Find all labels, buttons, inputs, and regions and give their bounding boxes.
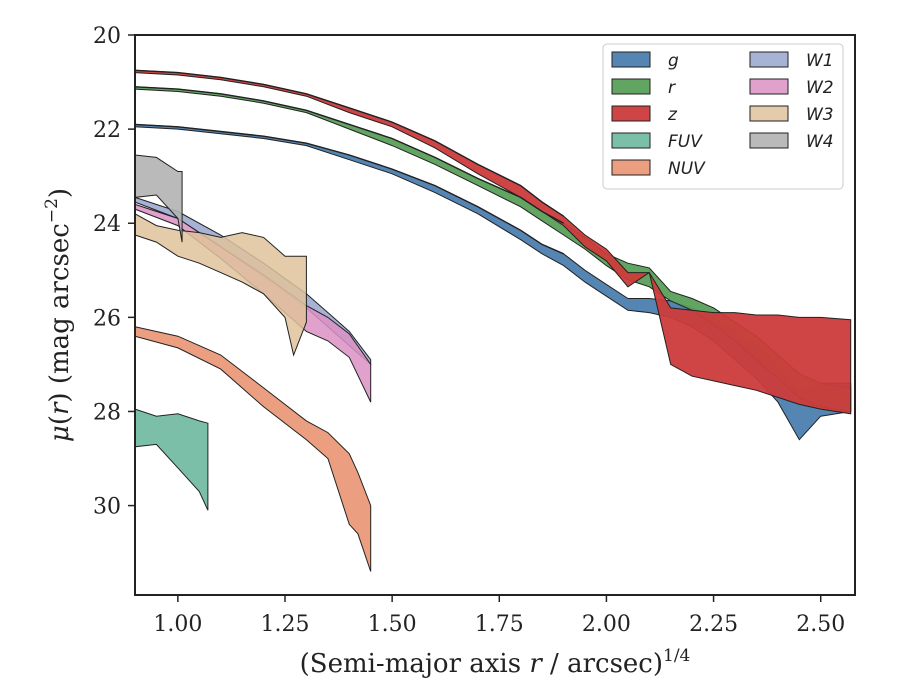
legend-swatch-w2 bbox=[749, 78, 789, 95]
x-tick-label: 1.75 bbox=[475, 612, 524, 637]
model-curve-r bbox=[134, 86, 564, 224]
y-axis-label: μ(r) (mag arcsec−2) bbox=[42, 188, 75, 442]
legend-label-nuv: NUV bbox=[668, 159, 706, 179]
x-tick-label: 1.00 bbox=[153, 612, 202, 637]
band-nuv bbox=[134, 326, 372, 572]
y-tick-label: 30 bbox=[93, 495, 121, 520]
y-tick-label: 22 bbox=[93, 118, 121, 143]
legend-swatch-g bbox=[611, 51, 651, 68]
model-curves-layer bbox=[134, 69, 564, 255]
legend-label-w4: W4 bbox=[806, 132, 834, 152]
band-w4 bbox=[134, 154, 183, 243]
legend-swatch-w1 bbox=[749, 51, 789, 68]
legend-swatch-r bbox=[611, 78, 651, 95]
x-axis-label: (Semi-major axis r / arcsec)1/4 bbox=[300, 646, 691, 679]
plot-frame bbox=[134, 34, 856, 596]
y-tick-label: 24 bbox=[93, 212, 121, 237]
y-tick-label: 28 bbox=[93, 400, 121, 425]
x-tick-label: 2.00 bbox=[582, 612, 631, 637]
legend-label-w2: W2 bbox=[806, 78, 834, 98]
x-tick-label: 1.50 bbox=[368, 612, 417, 637]
legend-label-w3: W3 bbox=[806, 105, 834, 125]
legend-swatch-nuv bbox=[611, 159, 651, 176]
axis-ticks: 1.00 1.25 1.50 1.75 2.00 2.25 2.50 20 22 24 26 28 30 bbox=[93, 24, 845, 637]
x-tick-label: 2.50 bbox=[796, 612, 845, 637]
legend-label-z: z bbox=[667, 105, 678, 125]
legend-label-g: g bbox=[668, 51, 679, 71]
legend-swatch-z bbox=[611, 105, 651, 122]
legend-label-w1: W1 bbox=[806, 51, 834, 71]
y-tick-label: 26 bbox=[93, 306, 121, 331]
legend-swatch-w3 bbox=[749, 105, 789, 122]
model-curve-z bbox=[134, 69, 564, 217]
band-fuv bbox=[134, 408, 209, 511]
legend-swatch-w4 bbox=[749, 132, 789, 149]
model-curve-g bbox=[134, 123, 564, 255]
bands-layer bbox=[134, 69, 852, 572]
legend: grz FUV NUV W1 W2 W3 W4 bbox=[602, 43, 844, 190]
legend-label-fuv: FUV bbox=[668, 132, 703, 152]
legend-label-r: r bbox=[668, 78, 676, 98]
x-tick-label: 1.25 bbox=[261, 612, 310, 637]
y-tick-label: 20 bbox=[93, 24, 121, 49]
x-tick-label: 2.25 bbox=[689, 612, 738, 637]
band-w3 bbox=[134, 212, 307, 357]
legend-swatch-fuv bbox=[611, 132, 651, 149]
